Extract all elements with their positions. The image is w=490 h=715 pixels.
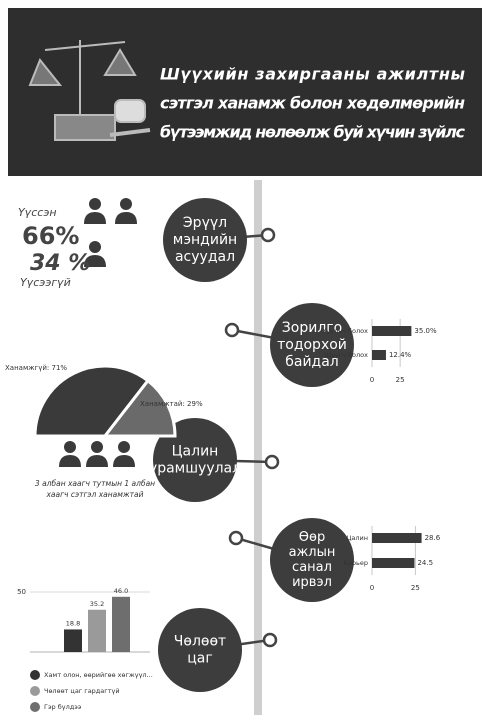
topic-label: цаг (187, 651, 212, 667)
legend-swatch (30, 670, 40, 680)
topic-label: Чөлөөт (174, 634, 226, 650)
person-icon (113, 455, 135, 467)
topic-label: асуудал (175, 249, 235, 265)
category-label: Хуульч болох (322, 327, 368, 335)
bar (88, 610, 106, 652)
topic-label: Цалин (172, 444, 219, 460)
stat-bottom-value: 34 % (30, 251, 90, 276)
value-label: 46.0 (114, 587, 128, 595)
person-icon (118, 441, 130, 453)
legend-label: Гэр бүлдээ (44, 703, 82, 711)
value-label: 24.5 (417, 559, 433, 567)
stat-top-value: 66% (22, 222, 79, 250)
pie-label: Ханамжтай: 29% (140, 400, 203, 408)
header-title: бүтээмжид нөлөөлж буй хүчин зүйлс (160, 123, 466, 142)
person-icon (89, 241, 101, 253)
category-label: Шүүгч болох (324, 351, 368, 359)
connector-ring (266, 456, 278, 468)
topic-label: Эрүүл (183, 215, 227, 231)
pie-label: Ханамжгүй: 71% (5, 364, 67, 372)
topic-label: урамшуулал (149, 461, 241, 477)
category-label: Цалин (346, 534, 368, 542)
stat-bottom-label: Үүсээгүй (20, 276, 71, 289)
x-tick-label: 25 (411, 584, 420, 592)
person-icon (115, 212, 137, 224)
topic-label: ажлын (289, 545, 336, 560)
person-icon (59, 455, 81, 467)
bar (64, 629, 82, 652)
x-tick-label: 25 (396, 376, 405, 384)
stat-top-label: Үүссэн (18, 206, 57, 219)
person-icon (89, 198, 101, 210)
topic-label: мэндийн (173, 232, 237, 248)
pie-caption: хаагч сэтгэл ханамжтай (45, 490, 143, 499)
x-tick-label: 0 (370, 584, 374, 592)
bar (372, 350, 386, 360)
bar (112, 597, 130, 652)
person-icon (64, 441, 76, 453)
person-icon (120, 198, 132, 210)
topic-label: санал (292, 560, 332, 575)
legend-label: Чөлөөт цаг гардагтүй (44, 687, 120, 695)
header-title: Шүүхийн захиргааны ажилтны (160, 65, 466, 84)
legend-label: Хамт олон, өөрийгөө хөгжүүл... (44, 671, 153, 679)
value-label: 18.8 (66, 619, 80, 627)
bar (372, 558, 414, 568)
value-label: 28.6 (425, 534, 441, 542)
connector-ring (262, 229, 274, 241)
topic-label: ирвэл (292, 575, 332, 590)
connector-ring (226, 324, 238, 336)
connector-ring (230, 532, 242, 544)
timeline (254, 180, 262, 715)
person-icon (91, 441, 103, 453)
bar (372, 326, 411, 336)
person-icon (86, 455, 108, 467)
pie-caption: 3 албан хаагч тутмын 1 албан (35, 479, 155, 488)
header-title: сэтгэл ханамж болон хөдөлмөрийн (160, 94, 465, 113)
value-label: 35.2 (90, 600, 104, 608)
connector-ring (264, 634, 276, 646)
bar (372, 533, 422, 543)
y-tick-label: 50 (17, 588, 26, 596)
value-label: 12.4% (389, 351, 412, 359)
person-icon (84, 212, 106, 224)
category-label: Карьер (343, 559, 368, 567)
topic-label: Өөр (299, 530, 325, 545)
legend-swatch (30, 686, 40, 696)
x-tick-label: 0 (370, 376, 374, 384)
infographic: Шүүхийн захиргааны ажилтны сэтгэл ханамж … (0, 0, 490, 715)
value-label: 35.0% (414, 327, 437, 335)
legend-swatch (30, 702, 40, 712)
